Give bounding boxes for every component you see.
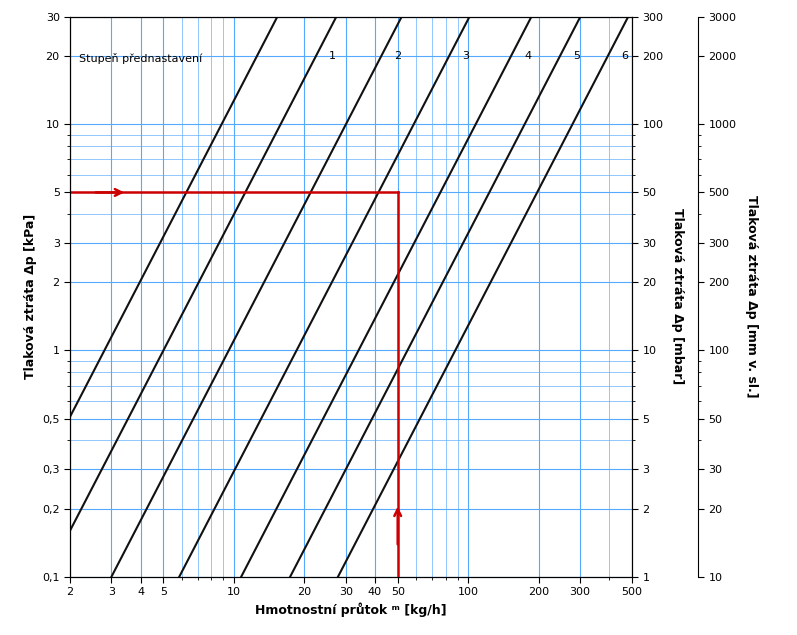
Text: 6: 6: [621, 51, 628, 62]
Y-axis label: Tlaková ztráta Δp [mm v. sl.]: Tlaková ztráta Δp [mm v. sl.]: [744, 195, 757, 398]
Y-axis label: Tlaková ztráta Δp [kPa]: Tlaková ztráta Δp [kPa]: [24, 214, 37, 379]
Text: 3: 3: [462, 51, 469, 62]
Text: 1: 1: [329, 51, 336, 62]
X-axis label: Hmotnostní průtok ᵐ [kg/h]: Hmotnostní průtok ᵐ [kg/h]: [255, 603, 447, 617]
Text: 5: 5: [573, 51, 580, 62]
Text: 4: 4: [524, 51, 532, 62]
Text: 2: 2: [395, 51, 402, 62]
Y-axis label: Tlaková ztráta Δp [mbar]: Tlaková ztráta Δp [mbar]: [671, 208, 685, 385]
Text: Stupeň přednastavení: Stupeň přednastavení: [79, 53, 202, 64]
